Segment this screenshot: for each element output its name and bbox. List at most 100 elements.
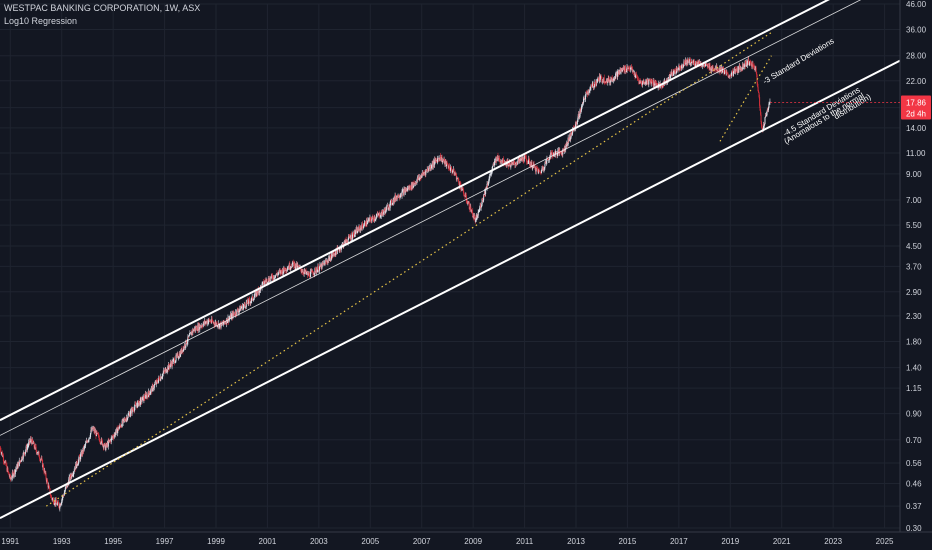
candle-body — [635, 74, 637, 76]
candle-body — [129, 414, 131, 417]
candle-body — [724, 70, 726, 73]
candle-body — [102, 444, 104, 448]
candle-body — [5, 461, 7, 466]
candle-body — [46, 479, 49, 483]
candle-body — [286, 268, 288, 271]
candle-body — [237, 309, 239, 312]
candle-body — [559, 149, 561, 152]
x-tick-label: 2023 — [824, 537, 842, 546]
regression-channel — [0, 0, 901, 519]
candle-body — [199, 325, 201, 327]
candle-body — [133, 407, 136, 411]
candle-body — [372, 217, 374, 220]
candle-body — [752, 63, 754, 65]
candle-body — [253, 299, 255, 301]
candle-body — [144, 398, 146, 400]
candle-body — [121, 420, 123, 428]
candle-body — [467, 203, 469, 204]
candle-body — [223, 320, 225, 323]
y-tick-label: 2.30 — [906, 312, 922, 321]
candle-body — [177, 357, 180, 359]
x-tick-label: 2013 — [567, 537, 585, 546]
candle-body — [347, 239, 349, 243]
candle-body — [355, 229, 357, 233]
y-tick-label: 28.00 — [906, 52, 927, 61]
candle-body — [115, 428, 117, 433]
candle-body — [60, 502, 62, 504]
candle-body — [442, 159, 444, 161]
candle-body — [18, 460, 20, 466]
candle-body — [72, 474, 74, 476]
candle-body — [589, 87, 591, 89]
candle-body — [267, 281, 269, 283]
candle-body — [482, 200, 484, 201]
candle-body — [73, 470, 75, 472]
candle-body — [27, 446, 29, 448]
candle-body — [187, 336, 189, 342]
candle-body — [217, 325, 219, 327]
y-tick-label: 1.40 — [906, 364, 922, 373]
y-tick-label: 22.00 — [906, 77, 927, 86]
candle-body — [226, 321, 229, 323]
candle-body — [554, 154, 556, 157]
candle-body — [440, 155, 442, 161]
candle-body — [100, 443, 102, 444]
candle-body — [733, 70, 735, 72]
candle-body — [392, 203, 394, 205]
candle-body — [634, 73, 636, 77]
candle-body — [27, 445, 29, 447]
candle-body — [525, 156, 527, 160]
candle-body — [77, 464, 79, 466]
candle-body — [477, 215, 479, 218]
candle-body — [421, 172, 423, 176]
candle-body — [91, 427, 93, 432]
candle-body — [169, 365, 171, 368]
candle-body — [706, 63, 708, 65]
candle-body — [351, 234, 353, 239]
candle-body — [456, 177, 458, 180]
candle-body — [147, 390, 149, 398]
candle-body — [318, 267, 321, 271]
candle-body — [462, 187, 464, 189]
grid-lines — [0, 3, 900, 529]
candle-body — [179, 351, 182, 357]
candle-body — [321, 263, 323, 269]
candle-body — [577, 116, 579, 121]
candle-body — [444, 161, 446, 164]
candle-body — [20, 460, 22, 462]
candle-body — [510, 162, 512, 166]
candle-body — [396, 195, 398, 200]
candle-body — [122, 419, 124, 423]
candle-body — [216, 323, 218, 327]
candle-body — [532, 167, 534, 169]
time-axis[interactable]: 1991 1993 1995 1997 1999 2001 2003 2005 2007 2009… — [1, 537, 894, 546]
candle-body — [40, 459, 42, 461]
candle-body — [567, 144, 569, 146]
candle-body — [539, 171, 542, 173]
candle-body — [708, 64, 710, 67]
candle-body — [769, 101, 771, 103]
candle-body — [601, 81, 603, 83]
y-tick-label: 1.80 — [906, 337, 922, 346]
candle-body — [262, 282, 264, 284]
candle-body — [703, 63, 705, 65]
candle-body — [131, 408, 134, 410]
candle-body — [332, 254, 334, 257]
candle-body — [84, 443, 87, 446]
candle-body — [254, 292, 256, 296]
candle-body — [764, 117, 766, 125]
y-tick-label: 0.70 — [906, 436, 922, 445]
x-tick-label: 1997 — [156, 537, 174, 546]
candle-body — [695, 61, 697, 65]
indicator-label[interactable]: Log10 Regression — [4, 16, 78, 26]
candle-body — [243, 305, 245, 307]
candle-body — [240, 307, 242, 311]
candle-body — [399, 197, 401, 199]
candle-body — [23, 452, 25, 454]
candle-body — [639, 80, 641, 82]
candle-body — [459, 183, 461, 186]
candle-body — [536, 167, 538, 169]
candle-body — [702, 64, 704, 66]
candle-body — [677, 69, 679, 71]
